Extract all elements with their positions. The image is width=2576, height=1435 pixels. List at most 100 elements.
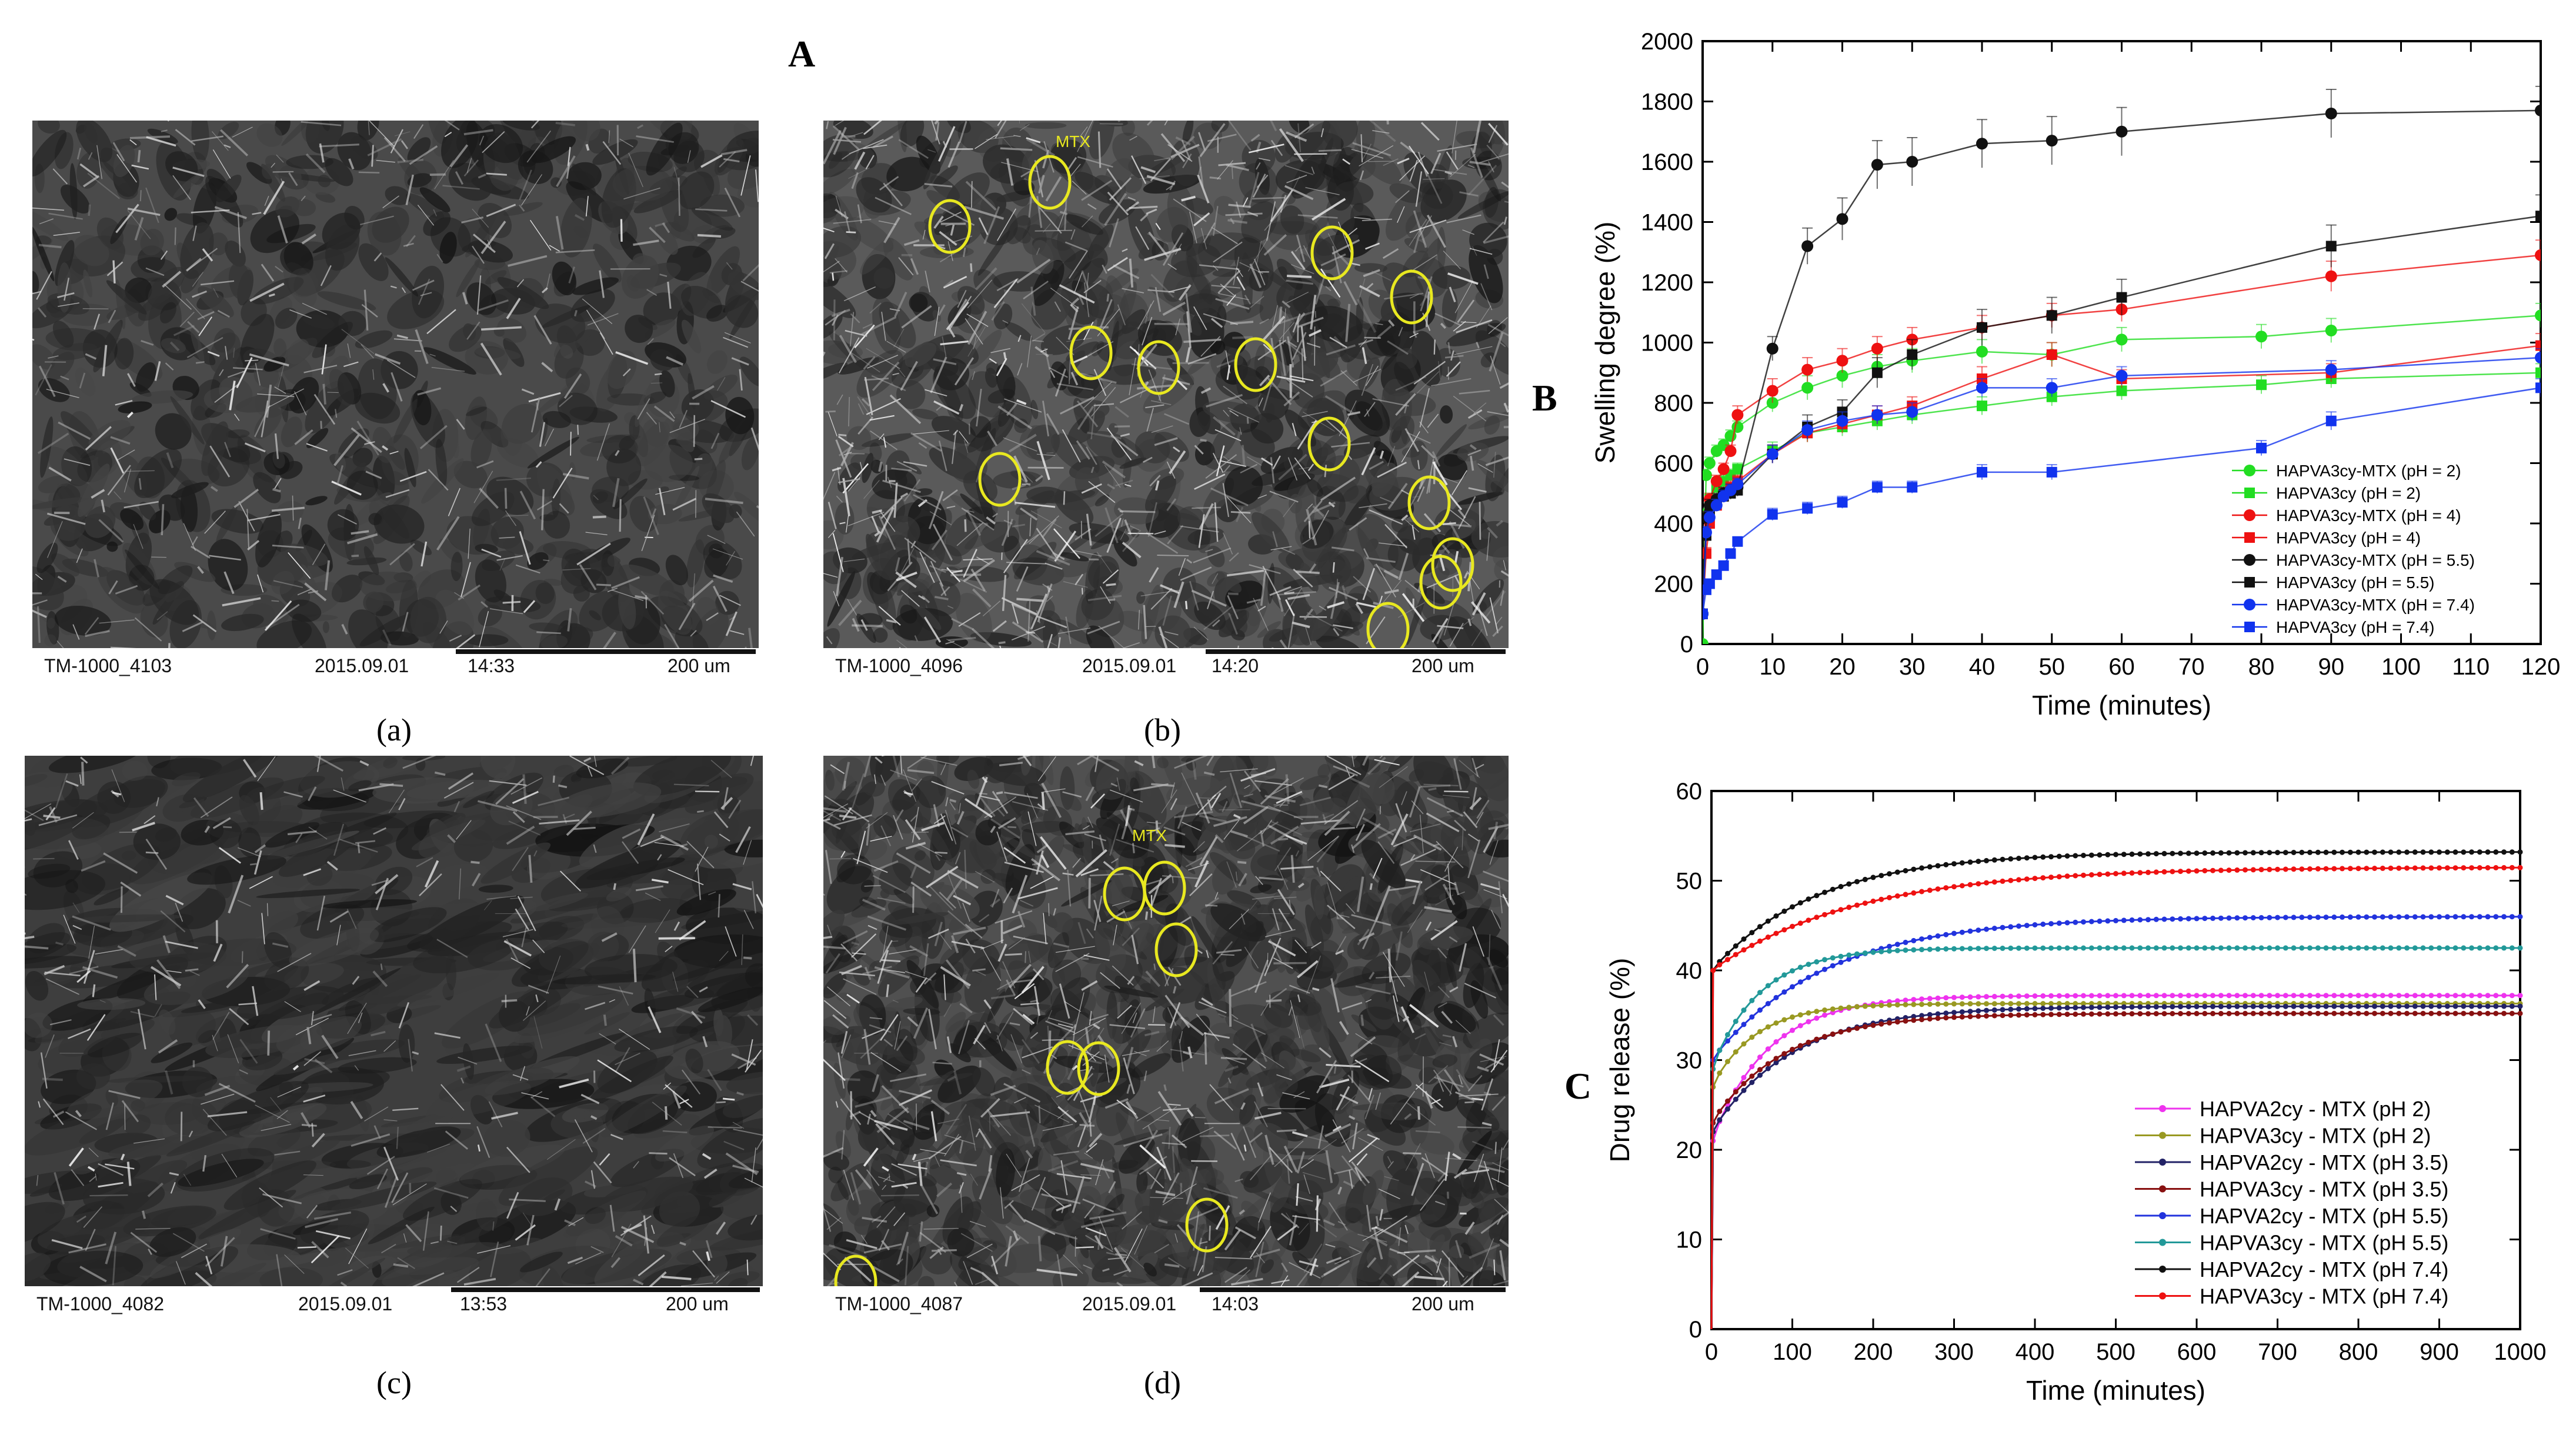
data-point xyxy=(2340,1000,2345,1006)
data-point xyxy=(2202,993,2208,999)
data-point xyxy=(1703,526,1712,539)
data-point xyxy=(2121,917,2127,923)
data-point xyxy=(2137,851,2143,857)
data-point xyxy=(2000,878,2006,884)
y-tick-label: 1000 xyxy=(1641,331,1693,356)
data-point xyxy=(2469,1003,2474,1009)
data-point xyxy=(2258,1000,2264,1006)
legend-marker xyxy=(2244,488,2255,498)
data-point xyxy=(2517,849,2523,855)
legend-marker xyxy=(2159,1239,2166,1246)
data-point xyxy=(2267,1010,2273,1016)
legend-marker xyxy=(2244,465,2255,476)
data-point xyxy=(1717,1070,1723,1076)
data-point xyxy=(2380,993,2385,999)
data-point xyxy=(2210,867,2215,873)
data-point xyxy=(2218,945,2224,951)
data-point xyxy=(2161,1004,2167,1010)
data-point xyxy=(1822,966,1827,972)
data-point xyxy=(2048,854,2054,860)
data-point xyxy=(2364,1000,2370,1006)
data-point xyxy=(2032,1001,2038,1006)
data-point xyxy=(1862,1022,1868,1028)
data-point xyxy=(1717,1117,1723,1123)
data-point xyxy=(2364,914,2370,920)
data-point xyxy=(2234,1000,2240,1006)
x-tick-label: 40 xyxy=(1969,654,1996,680)
data-point xyxy=(2121,945,2127,951)
data-point xyxy=(1806,917,1811,923)
data-point xyxy=(1984,926,1989,932)
data-point xyxy=(1703,511,1712,523)
data-point xyxy=(2299,849,2305,855)
data-point xyxy=(2170,1011,2175,1016)
data-point xyxy=(1984,1013,1989,1019)
x-axis-label: Time (minutes) xyxy=(2026,1375,2205,1406)
data-point xyxy=(1704,509,1715,520)
data-point xyxy=(2178,1000,2183,1006)
data-point xyxy=(1967,882,1973,887)
data-point xyxy=(2016,923,2021,929)
data-point xyxy=(1878,873,1884,879)
mtx-marker-circle xyxy=(1185,1197,1229,1253)
data-point xyxy=(2121,993,2127,999)
scale-bar xyxy=(451,1287,760,1292)
data-point xyxy=(1718,560,1729,571)
series-hapva2cy-mtx-ph-3-5- xyxy=(1710,1003,2523,1330)
data-point xyxy=(2461,865,2467,871)
data-point xyxy=(2256,442,2267,453)
data-point xyxy=(2477,1010,2482,1016)
data-point xyxy=(2105,1004,2111,1010)
data-point xyxy=(2275,915,2280,920)
mtx-marker-circle xyxy=(978,452,1022,507)
legend-label: HAPVA3cy-MTX (pH = 4) xyxy=(2276,506,2461,525)
data-point xyxy=(2226,1000,2232,1006)
data-point xyxy=(1878,1021,1884,1027)
sem-info-bar: TM-1000_4087 2015.09.01 14:03 200 um xyxy=(823,1286,1509,1320)
data-point xyxy=(2428,1000,2434,1006)
data-point xyxy=(2258,993,2264,999)
data-point xyxy=(2116,385,2127,396)
data-point xyxy=(1951,1014,1957,1020)
data-point xyxy=(2283,945,2288,951)
data-point xyxy=(1951,995,1957,1000)
data-point xyxy=(1806,962,1811,967)
data-point xyxy=(2412,1010,2418,1016)
data-point xyxy=(2355,993,2361,999)
data-point xyxy=(1749,997,1755,1003)
data-point xyxy=(1733,1089,1739,1094)
data-point xyxy=(2380,914,2385,920)
data-point xyxy=(2485,849,2491,855)
data-point xyxy=(2388,1003,2394,1009)
data-point xyxy=(2250,867,2256,873)
data-point xyxy=(2048,875,2054,880)
data-point xyxy=(2046,135,2058,147)
data-point xyxy=(2081,919,2086,925)
series-line xyxy=(1710,947,2520,1330)
data-point xyxy=(1862,950,1868,956)
data-point xyxy=(1757,1067,1763,1073)
series-hapva3cy-ph-4- xyxy=(1703,333,2541,619)
data-point xyxy=(1703,493,1716,505)
data-point xyxy=(2024,993,2030,999)
sem-info-bar: TM-1000_4103 2015.09.01 14:33 200 um xyxy=(32,648,759,682)
x-tick-label: 700 xyxy=(2258,1339,2297,1365)
data-point xyxy=(1870,1001,1876,1007)
data-point xyxy=(2250,850,2256,856)
mtx-marker-circle xyxy=(1390,269,1433,325)
data-point xyxy=(2323,993,2329,999)
data-point xyxy=(1870,949,1876,955)
data-point xyxy=(2008,945,2014,951)
data-point xyxy=(2493,914,2499,920)
data-point xyxy=(2388,993,2394,999)
x-tick-label: 90 xyxy=(2318,654,2345,680)
data-point xyxy=(2325,415,2337,426)
data-point xyxy=(2469,865,2474,871)
data-point xyxy=(2046,382,2058,394)
data-point xyxy=(1927,887,1933,893)
data-point xyxy=(1718,476,1729,487)
data-point xyxy=(1878,896,1884,902)
data-point xyxy=(1703,608,1708,619)
data-point xyxy=(1959,995,1965,1000)
data-point xyxy=(2535,309,2541,322)
